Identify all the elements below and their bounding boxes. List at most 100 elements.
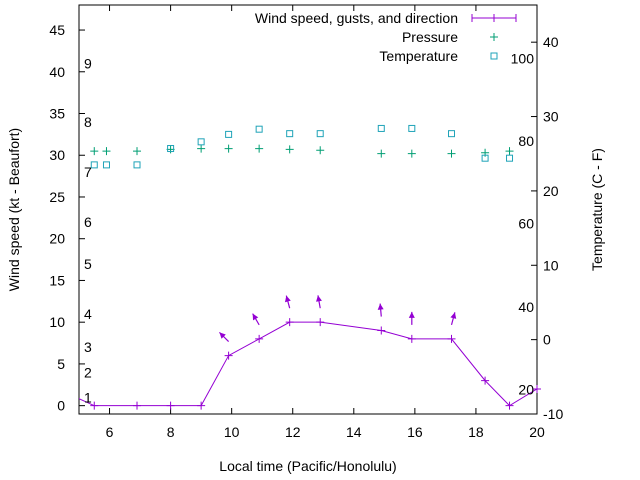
y2-tick-label: 30 <box>543 109 559 125</box>
labels-group: 6 8 10 12 14 16 18 20051015202530354045-1001020… <box>6 10 605 474</box>
wind-direction-arrow <box>252 313 260 326</box>
plot-frame-group <box>78 4 538 415</box>
y-tick-label: 10 <box>49 314 65 330</box>
x-tick-label: 6 <box>106 424 114 440</box>
wind-direction-arrow <box>218 331 230 342</box>
y-tick-label: 20 <box>49 231 65 247</box>
wind-direction-arrow <box>450 312 457 326</box>
wind-arrow-head <box>252 313 259 321</box>
fahrenheit-tick-label: 40 <box>518 299 534 315</box>
wind-point <box>533 384 541 393</box>
legend-label: Temperature <box>379 48 458 64</box>
wind-point <box>255 334 264 343</box>
y-tick-label: 40 <box>49 64 65 80</box>
temperature-point <box>102 161 110 169</box>
y2-tick-label: 40 <box>543 34 559 50</box>
wind-point <box>90 401 99 410</box>
wind-point <box>407 334 416 343</box>
beaufort-tick-label: 1 <box>84 389 92 405</box>
wind-arrow-head <box>408 311 415 318</box>
x-tick-label: 14 <box>346 424 362 440</box>
y-tick-label: 45 <box>49 22 65 38</box>
y-tick-label: 5 <box>57 356 65 372</box>
y-tick-label: 0 <box>57 398 65 414</box>
legend-label: Pressure <box>402 29 458 45</box>
fahrenheit-tick-label: 100 <box>511 51 535 67</box>
wind-speed-line <box>79 321 537 407</box>
wind-point <box>377 326 386 335</box>
temperature-point <box>377 124 385 132</box>
wind-point <box>133 401 142 410</box>
temperature-point <box>506 154 514 162</box>
pressure-point <box>255 144 264 153</box>
y-tick-label: 35 <box>49 106 65 122</box>
pressure-point <box>133 147 142 156</box>
x-tick-label: 18 <box>468 424 484 440</box>
legend-marker <box>490 33 498 41</box>
legend-marker <box>471 14 517 22</box>
beaufort-tick-label: 6 <box>84 214 92 230</box>
wind-point <box>447 334 456 343</box>
y-axis-title: Wind speed (kt - Beaufort) <box>6 128 22 291</box>
y2-tick-label: -10 <box>543 406 563 422</box>
wind-point <box>166 401 175 410</box>
wind-arrow-head <box>450 312 457 319</box>
y-tick-label: 30 <box>49 147 65 163</box>
beaufort-tick-label: 5 <box>84 256 92 272</box>
wind-point <box>316 318 325 327</box>
wind-arrow-head <box>316 295 322 302</box>
pressure-point <box>197 144 206 153</box>
y-tick-label: 25 <box>49 189 65 205</box>
wind-arrow-head <box>219 332 226 339</box>
fahrenheit-tick-label: 80 <box>518 133 534 149</box>
y2-tick-label: 20 <box>543 183 559 199</box>
wind-direction-arrow <box>408 311 415 325</box>
beaufort-tick-label: 7 <box>84 164 92 180</box>
temperature-point <box>448 130 456 138</box>
pressure-point <box>447 149 456 158</box>
beaufort-tick-label: 2 <box>84 364 92 380</box>
pressure-point <box>316 146 325 155</box>
marks-group <box>79 124 541 410</box>
temperature-point <box>225 130 233 138</box>
temperature-point <box>481 154 489 162</box>
beaufort-tick-label: 9 <box>84 55 92 71</box>
temperature-point <box>255 125 263 133</box>
x-tick-label: 8 <box>167 424 175 440</box>
x-tick-label: 10 <box>224 424 240 440</box>
temperature-point <box>90 161 98 169</box>
y2-tick-label: 10 <box>543 257 559 273</box>
legend-marker <box>490 52 498 60</box>
wind-direction-arrow <box>284 295 291 309</box>
x-tick-label: 16 <box>407 424 423 440</box>
temperature-point <box>286 130 294 138</box>
wind-point <box>505 401 514 410</box>
pressure-point <box>377 149 386 158</box>
pressure-point <box>224 144 233 153</box>
wind-direction-arrow <box>377 303 384 317</box>
wind-point <box>224 351 233 360</box>
y-tick-label: 15 <box>49 272 65 288</box>
x-tick-label: 12 <box>285 424 301 440</box>
fahrenheit-tick-label: 20 <box>518 381 534 397</box>
y2-tick-label: 0 <box>543 332 551 348</box>
wind-point <box>285 318 294 327</box>
x-axis-title: Local time (Pacific/Honolulu) <box>219 458 396 474</box>
pressure-point <box>407 149 416 158</box>
wind-point <box>481 376 490 385</box>
pressure-point <box>102 147 111 156</box>
wind-arrow-head <box>377 303 384 310</box>
pressure-point <box>285 145 294 154</box>
x-tick-label: 20 <box>529 424 545 440</box>
wind-arrow-head <box>284 295 291 303</box>
temperature-point <box>167 145 175 153</box>
y2-axis-title: Temperature (C - F) <box>589 148 605 271</box>
wind-direction-arrow <box>316 295 322 309</box>
legend-label: Wind speed, gusts, and direction <box>255 10 458 26</box>
beaufort-tick-label: 4 <box>84 306 92 322</box>
plot-border <box>78 4 538 415</box>
temperature-point <box>316 130 324 138</box>
pressure-point <box>90 147 99 156</box>
temperature-point <box>197 138 205 146</box>
wind-point <box>197 401 206 410</box>
